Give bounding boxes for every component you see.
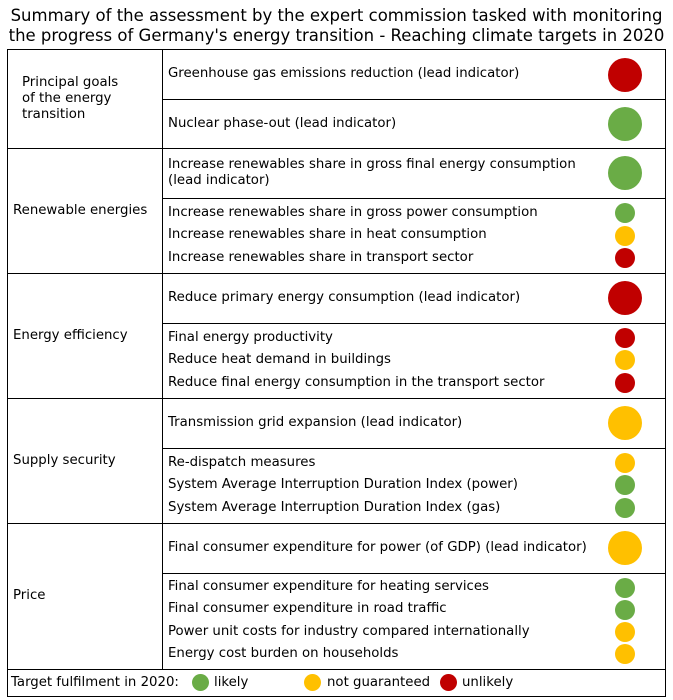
lead-indicator-label: Greenhouse gas emissions reduction (lead… [168, 66, 520, 82]
lead-status-marker [608, 156, 642, 190]
lead-status-marker [608, 106, 642, 141]
row-divider [162, 447, 665, 449]
status-marker [615, 621, 635, 642]
status-marker [615, 452, 635, 473]
column-divider [162, 50, 163, 669]
indicator-label: Final consumer expenditure for heating s… [168, 579, 489, 595]
indicator-label: System Average Interruption Duration Ind… [168, 477, 518, 493]
section-divider [8, 273, 665, 275]
legend-likely-marker [192, 674, 209, 691]
status-marker [615, 350, 635, 371]
indicator-label: Increase renewables share in transport s… [168, 249, 474, 265]
legend-prefix: Target fulfilment in 2020: [11, 675, 179, 690]
status-marker [615, 643, 635, 664]
section-divider [8, 148, 665, 150]
indicator-label: Re-dispatch measures [168, 454, 316, 470]
lead-indicator-label: Final consumer expenditure for power (of… [168, 539, 587, 555]
legend: Target fulfilment in 2020: likely not gu… [7, 670, 666, 697]
lead-indicator-label: Transmission grid expansion (lead indica… [168, 414, 463, 430]
status-marker [615, 327, 635, 348]
category-label: Energy efficiency [13, 327, 128, 343]
lead-indicator-label: Nuclear phase-out (lead indicator) [168, 115, 397, 131]
row-divider [162, 197, 665, 199]
status-marker [615, 498, 635, 519]
status-marker [615, 225, 635, 246]
section-divider [8, 398, 665, 400]
category-label: Price [13, 588, 46, 604]
indicator-label: Energy cost burden on households [168, 645, 399, 661]
status-marker [615, 373, 635, 394]
lead-status-marker [608, 57, 642, 92]
status-marker [615, 202, 635, 223]
indicator-label: Reduce final energy consumption in the t… [168, 374, 545, 390]
legend-unlikely-marker [440, 674, 457, 691]
legend-likely-label: likely [214, 675, 249, 690]
status-marker [615, 599, 635, 620]
legend-not-guaranteed-label: not guaranteed [327, 675, 431, 690]
indicator-label: Increase renewables share in gross power… [168, 204, 538, 220]
indicator-label: Reduce heat demand in buildings [168, 352, 391, 368]
indicator-label: Power unit costs for industry compared i… [168, 623, 530, 639]
assessment-table: Principal goals of the energy transition… [7, 49, 666, 670]
lead-indicator-label: Increase renewables share in gross final… [168, 156, 576, 189]
status-marker [615, 475, 635, 496]
lead-indicator-label: Reduce primary energy consumption (lead … [168, 289, 521, 305]
indicator-label: Final energy productivity [168, 329, 333, 345]
status-marker [615, 248, 635, 269]
category-label: Principal goals of the energy transition [22, 75, 119, 123]
category-label: Supply security [13, 452, 116, 468]
legend-unlikely-label: unlikely [462, 675, 514, 690]
row-divider [162, 99, 665, 101]
title-line-2: the progress of Germany's energy transit… [8, 26, 665, 45]
section-divider [8, 523, 665, 525]
category-label: Renewable energies [13, 202, 148, 218]
legend-not-guaranteed-marker [304, 674, 321, 691]
chart-title: Summary of the assessment by the expert … [0, 6, 673, 46]
indicator-label: System Average Interruption Duration Ind… [168, 499, 501, 515]
row-divider [162, 322, 665, 324]
lead-status-marker [608, 280, 642, 315]
lead-status-marker [608, 405, 642, 440]
indicator-label: Final consumer expenditure in road traff… [168, 601, 447, 617]
lead-status-marker [608, 530, 642, 565]
row-divider [162, 572, 665, 574]
indicator-label: Increase renewables share in heat consum… [168, 227, 487, 243]
status-marker [615, 577, 635, 598]
title-line-1: Summary of the assessment by the expert … [10, 6, 663, 25]
